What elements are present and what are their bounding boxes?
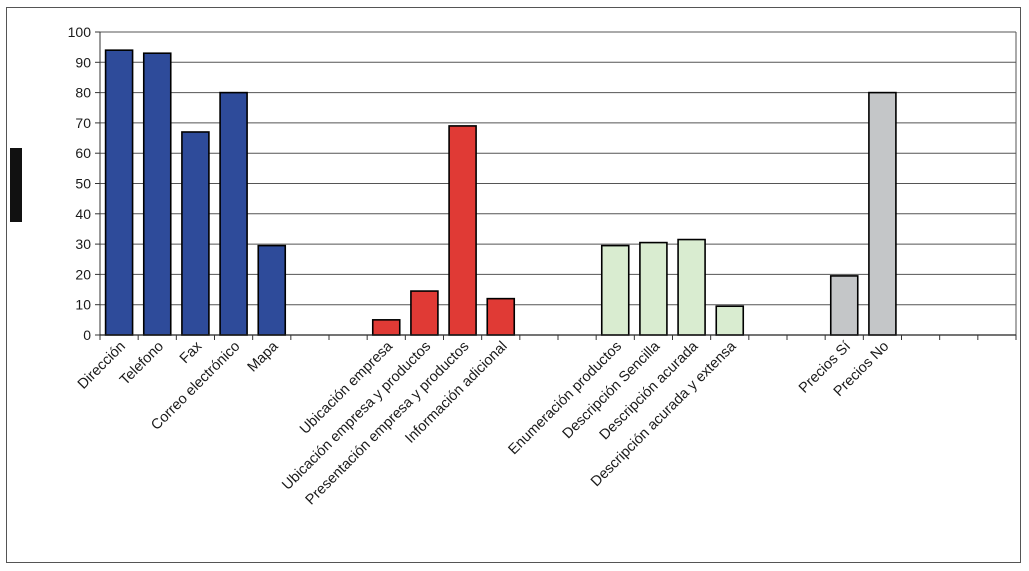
x-tick-label: Ubicación empresa y productos [279, 339, 434, 494]
y-tick-label: 80 [75, 85, 91, 101]
bar [639, 241, 668, 336]
x-tick-label: Dirección [75, 339, 129, 393]
y-tick-label: 20 [75, 266, 91, 282]
bar [104, 49, 134, 336]
bar [219, 91, 248, 336]
side-marker [10, 148, 22, 222]
bar [257, 244, 287, 336]
x-tick-label: Mapa [245, 338, 283, 376]
bar [486, 297, 516, 336]
bar [600, 244, 630, 336]
bar [448, 125, 477, 336]
y-tick-label: 50 [75, 176, 91, 192]
x-tick-label: Presentación empresa y productos [303, 339, 473, 509]
y-tick-label: 40 [75, 206, 91, 222]
bar [181, 131, 210, 336]
y-tick-label: 10 [75, 297, 91, 313]
bar [371, 319, 401, 336]
bar [829, 275, 859, 336]
y-tick-label: 90 [75, 54, 91, 70]
bar [677, 238, 706, 336]
bar [410, 290, 439, 336]
bar [142, 52, 172, 336]
x-tick-label: Fax [177, 338, 206, 367]
bar [868, 91, 897, 336]
y-tick-label: 100 [68, 24, 92, 40]
y-tick-label: 30 [75, 236, 91, 252]
y-tick-label: 60 [75, 145, 91, 161]
y-tick-label: 0 [83, 327, 91, 343]
y-tick-label: 70 [75, 115, 91, 131]
bar [715, 305, 745, 336]
